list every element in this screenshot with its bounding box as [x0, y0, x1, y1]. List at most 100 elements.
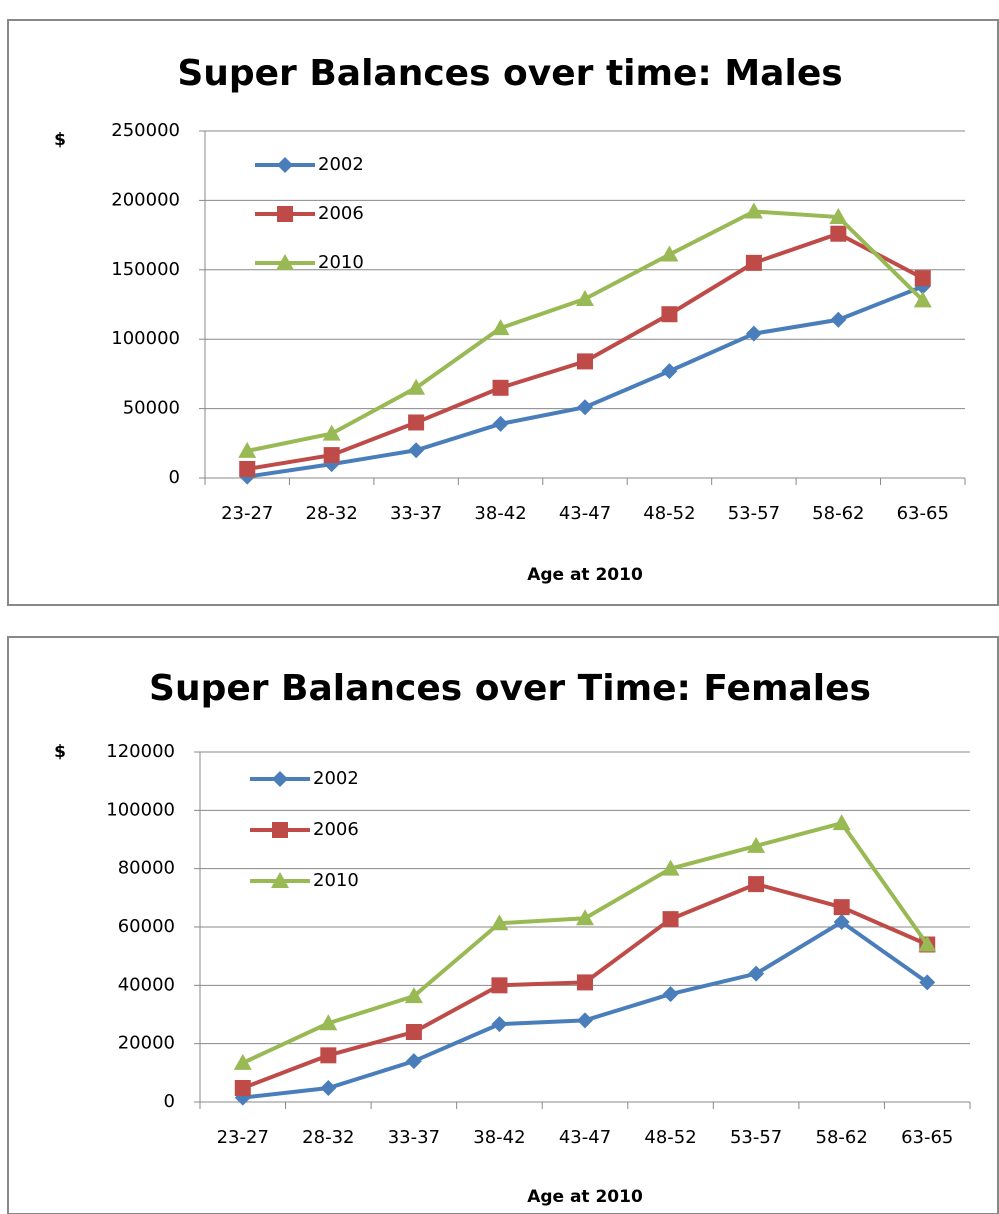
x-tick-label: 23-27 [221, 503, 273, 524]
x-axis-title: Age at 2010 [527, 1187, 643, 1207]
y-tick-label: 40000 [118, 974, 175, 995]
marker [404, 987, 423, 1004]
marker [832, 814, 851, 831]
x-tick-label: 48-52 [643, 503, 695, 524]
marker [747, 836, 766, 853]
x-tick-label: 43-47 [559, 503, 611, 524]
x-tick-label: 38-42 [474, 503, 526, 524]
marker [233, 1053, 252, 1070]
x-tick-label: 33-37 [390, 503, 442, 524]
marker [320, 1080, 337, 1096]
y-axis-title: $ [54, 742, 66, 762]
marker [660, 245, 679, 262]
x-tick-label: 23-27 [217, 1127, 269, 1148]
marker [914, 270, 931, 287]
marker [833, 899, 850, 916]
x-tick-label: 38-42 [473, 1127, 525, 1148]
marker [830, 311, 847, 328]
marker [913, 291, 932, 308]
marker [829, 208, 848, 225]
marker [577, 399, 593, 416]
marker [577, 1012, 593, 1029]
series-line [242, 919, 929, 1100]
x-tick-label: 53-57 [728, 503, 780, 524]
legend-label: 2002 [313, 768, 359, 789]
y-tick-label: 0 [164, 1091, 175, 1112]
x-tick-label: 33-37 [388, 1127, 440, 1148]
marker [748, 965, 765, 982]
y-tick-label: 200000 [111, 189, 180, 210]
y-tick-label: 80000 [118, 858, 175, 879]
chart-frame [7, 19, 999, 606]
x-tick-label: 58-62 [816, 1127, 868, 1148]
x-axis-title: Age at 2010 [527, 565, 643, 585]
marker [577, 353, 593, 370]
y-tick-label: 20000 [118, 1033, 175, 1054]
marker [323, 447, 340, 464]
marker [238, 441, 257, 458]
legend-marker [276, 254, 294, 270]
x-tick-label: 63-65 [901, 1127, 953, 1148]
x-tick-label: 48-52 [644, 1127, 696, 1148]
x-tick-label: 53-57 [730, 1127, 782, 1148]
legend-label: 2010 [318, 252, 364, 273]
legend-marker [277, 206, 293, 222]
legend-marker [271, 872, 289, 888]
y-tick-label: 120000 [106, 741, 175, 762]
y-tick-label: 250000 [111, 120, 180, 141]
marker [745, 254, 762, 271]
marker [919, 974, 936, 991]
legend-label: 2002 [318, 154, 364, 175]
marker [408, 442, 425, 459]
marker [662, 911, 679, 928]
marker [491, 977, 508, 994]
y-tick-label: 100000 [111, 328, 180, 349]
marker [661, 306, 678, 323]
legend-marker [272, 771, 288, 787]
marker [661, 363, 678, 380]
marker [490, 914, 509, 931]
marker [239, 460, 256, 477]
y-tick-label: 50000 [123, 398, 180, 419]
marker [745, 325, 762, 342]
marker [405, 1024, 422, 1040]
chart-frame [7, 636, 999, 1214]
marker [320, 1047, 337, 1064]
marker [491, 319, 510, 336]
legend-marker [272, 822, 288, 838]
y-tick-label: 60000 [118, 916, 175, 937]
marker [833, 914, 850, 931]
chart-title: Super Balances over Time: Females [149, 668, 871, 709]
marker [492, 379, 509, 396]
marker [662, 986, 679, 1003]
legend-marker [277, 157, 293, 173]
y-tick-label: 150000 [111, 259, 180, 280]
marker [322, 424, 341, 441]
marker [661, 859, 680, 876]
marker [234, 1080, 251, 1096]
x-tick-label: 28-32 [302, 1127, 354, 1148]
x-tick-label: 63-65 [897, 503, 949, 524]
x-tick-label: 28-32 [306, 503, 358, 524]
legend-label: 2006 [318, 203, 364, 224]
marker [408, 414, 425, 431]
marker [492, 415, 509, 432]
marker [491, 1016, 508, 1033]
marker [407, 378, 426, 395]
marker [576, 289, 594, 306]
legend-label: 2010 [313, 870, 359, 891]
y-axis-title: $ [54, 130, 66, 150]
marker [576, 909, 594, 926]
marker [577, 974, 593, 991]
marker [744, 202, 763, 219]
marker [918, 935, 937, 952]
x-tick-label: 58-62 [812, 503, 864, 524]
marker [319, 1014, 338, 1031]
chart-title: Super Balances over time: Males [177, 53, 842, 94]
y-tick-label: 0 [169, 467, 180, 488]
legend-label: 2006 [313, 819, 359, 840]
marker [405, 1053, 422, 1070]
x-tick-label: 43-47 [559, 1127, 611, 1148]
marker [748, 876, 765, 893]
